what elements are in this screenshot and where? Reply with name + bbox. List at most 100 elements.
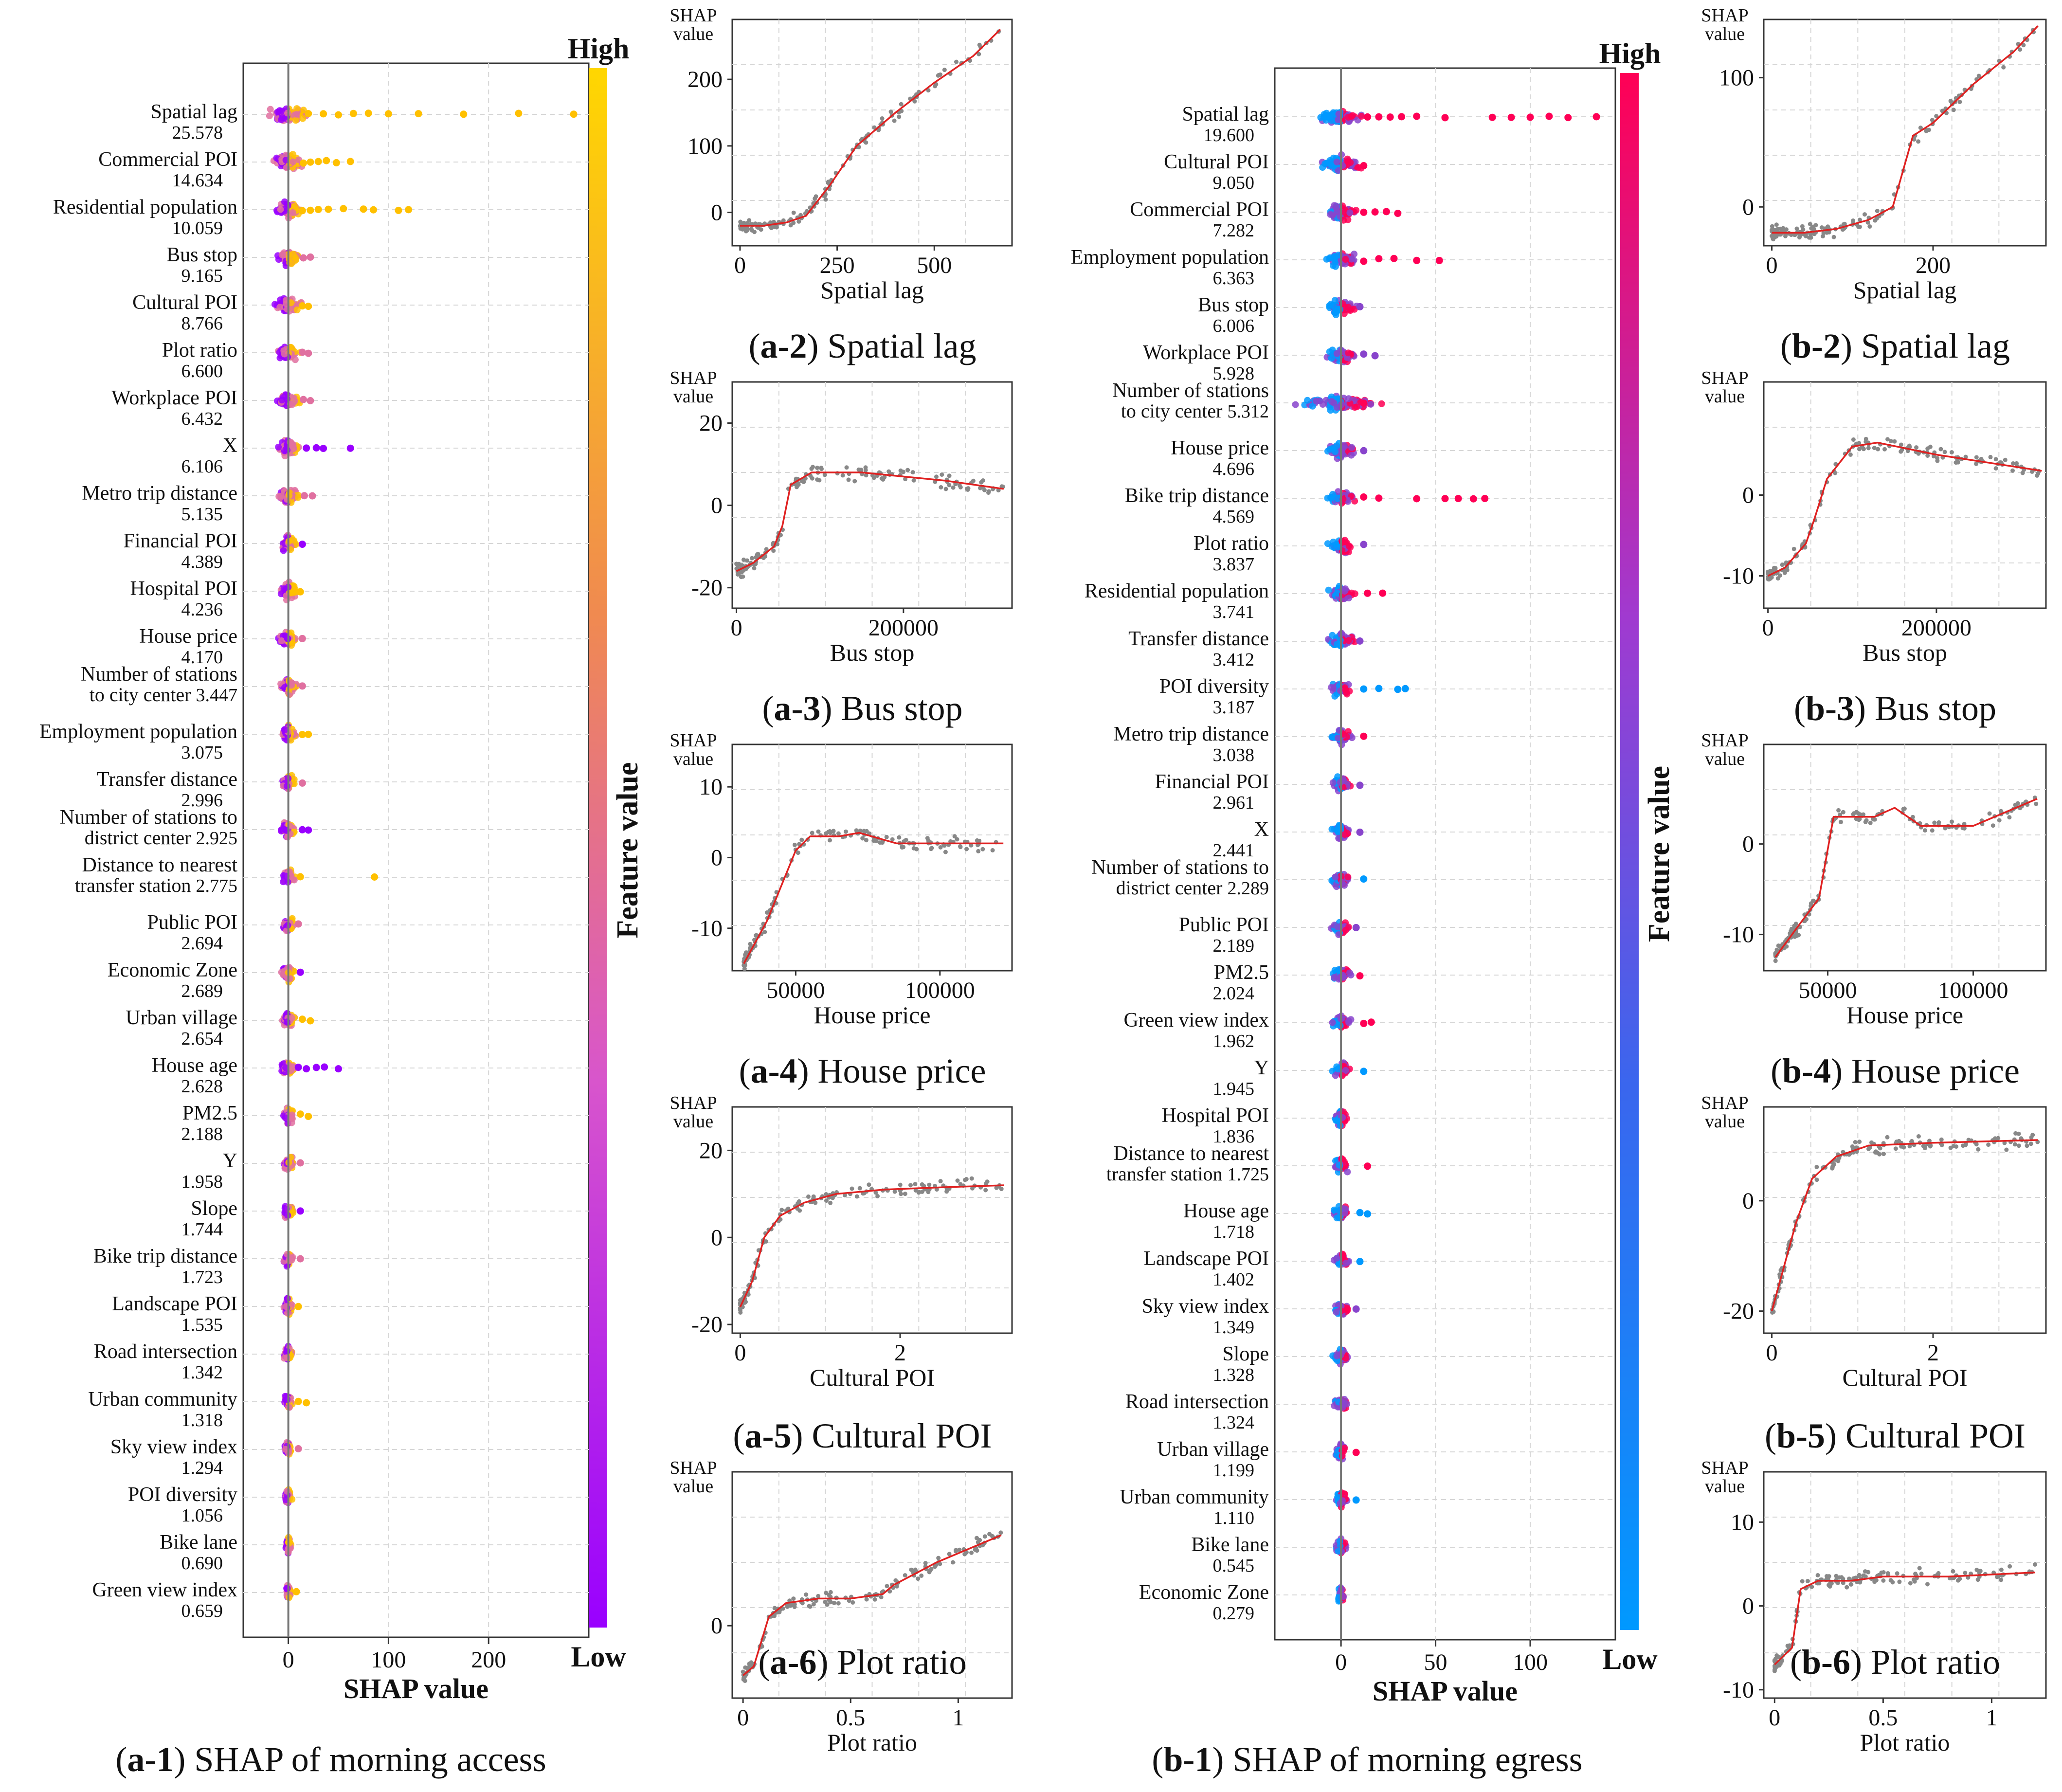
scatter-point	[903, 1573, 907, 1578]
swarm-outlier-dot	[312, 1064, 320, 1071]
feature-importance: 1.402	[1213, 1269, 1255, 1290]
scatter-point	[1780, 562, 1785, 567]
swarm-outlier-dot	[1360, 1068, 1368, 1075]
scatter-point	[1866, 446, 1871, 451]
scatter-point	[951, 1560, 955, 1565]
panel-caption: (a-4) House price	[739, 1051, 986, 1090]
scatter-point	[944, 1189, 949, 1194]
scatter-point	[1990, 823, 1995, 828]
swarm-dot	[1332, 873, 1339, 881]
scatter-point	[1851, 812, 1856, 817]
feature-name: House age	[152, 1054, 237, 1077]
swarm-dot	[293, 105, 301, 112]
feature-name: Y	[1254, 1057, 1269, 1079]
swarm-dot	[1331, 309, 1338, 316]
scatter-point	[1934, 114, 1939, 119]
scatter-point	[791, 1596, 796, 1601]
feature-importance: 0.279	[1213, 1603, 1255, 1624]
swarm-dot	[1335, 1066, 1342, 1073]
scatter-point	[752, 566, 757, 571]
feature-importance: 10.059	[172, 218, 223, 238]
swarm-outlier-dot	[1364, 589, 1372, 597]
x-axis-label: Cultural POI	[810, 1364, 935, 1391]
feature-importance: 5.928	[1213, 363, 1255, 384]
scatter-point	[1809, 235, 1813, 240]
swarm-dot	[277, 296, 284, 304]
feature-label: X2.441	[1213, 818, 1269, 861]
swarm-outlier-dot	[296, 1110, 304, 1118]
scatter-point	[1930, 828, 1935, 833]
feature-name: PM2.5	[182, 1102, 237, 1124]
scatter-point	[927, 1182, 932, 1187]
y-axis-label-bottom: value	[1705, 386, 1745, 407]
plot-frame	[242, 62, 590, 1638]
scatter-point	[750, 556, 754, 561]
scatter-point	[1993, 466, 1998, 471]
colorbar-title: Feature value	[1643, 766, 1676, 942]
scatter-point	[885, 1584, 889, 1589]
feature-importance: 5.312	[1228, 401, 1269, 422]
feature-importance: 1.199	[1213, 1460, 1255, 1481]
swarm-dot	[284, 447, 291, 454]
y-axis-label-top: SHAP	[669, 1093, 717, 1113]
swarm-dot	[288, 260, 295, 267]
panel-caption: (a-6) Plot ratio	[759, 1643, 967, 1682]
feature-name: Urban village	[126, 1007, 237, 1029]
swarm-outlier-dot	[1360, 541, 1368, 548]
scatter-point	[737, 561, 742, 566]
trend-line	[1772, 25, 2039, 234]
swarm-dot	[278, 397, 286, 404]
scatter-point	[789, 1602, 794, 1607]
scatter-point	[977, 52, 981, 56]
scatter-point	[927, 1570, 932, 1575]
scatter-point	[913, 1182, 918, 1187]
swarm-outlier-dot	[296, 588, 304, 596]
scatter-point	[908, 1183, 913, 1188]
x-tick-label: 0	[734, 253, 746, 278]
scatter-point	[952, 834, 957, 839]
y-axis-label-top: SHAP	[1701, 5, 1748, 26]
feature-importance: 1.958	[181, 1172, 223, 1192]
caption-text: ) Spatial lag	[1841, 326, 2010, 365]
feature-name: Economic Zone	[1139, 1581, 1269, 1604]
feature-importance: 1.962	[1213, 1031, 1255, 1051]
scatter-point	[1863, 436, 1868, 441]
swarm-outlier-dot	[1360, 732, 1368, 740]
scatter-point	[828, 838, 832, 843]
swarm-outlier-dot	[298, 826, 306, 833]
scatter-point	[881, 477, 886, 482]
scatter-point	[1857, 447, 1862, 452]
y-axis-label-bottom: value	[1705, 24, 1745, 44]
y-axis-label-bottom: value	[673, 1476, 713, 1497]
trend-line	[736, 471, 1004, 572]
scatter-point	[1797, 235, 1802, 240]
y-axis-label-bottom: value	[673, 749, 713, 769]
feature-importance: 9.165	[181, 266, 223, 286]
scatter-point	[1950, 819, 1954, 824]
scatter-point	[897, 114, 902, 119]
scatter-point	[791, 210, 796, 215]
swarm-outlier-dot	[405, 206, 413, 214]
feature-name-line2: to city center 3.447	[90, 684, 237, 706]
scatter-point	[1935, 456, 1940, 461]
feature-name: Workplace POI	[1143, 342, 1269, 364]
scatter-point	[815, 477, 820, 482]
scatter-point	[919, 1573, 924, 1578]
swarm-dot	[282, 1114, 289, 1122]
scatter-point	[1888, 439, 1893, 444]
swarm-outlier-dot	[1360, 493, 1368, 501]
caption-text: ) Cultural POI	[792, 1416, 992, 1455]
scatter-point	[898, 1182, 903, 1187]
swarm-dot	[1340, 310, 1348, 317]
panel-caption: (a-5) Cultural POI	[733, 1416, 992, 1455]
scatter-point	[1974, 461, 1979, 466]
swarm-outlier-dot	[384, 110, 392, 118]
feature-name: Road intersection	[1125, 1391, 1269, 1413]
swarm-outlier-dot	[1356, 781, 1364, 789]
swarm-outlier-dot	[1356, 972, 1364, 980]
scatter-point	[754, 555, 759, 560]
scatter-point	[859, 468, 864, 472]
